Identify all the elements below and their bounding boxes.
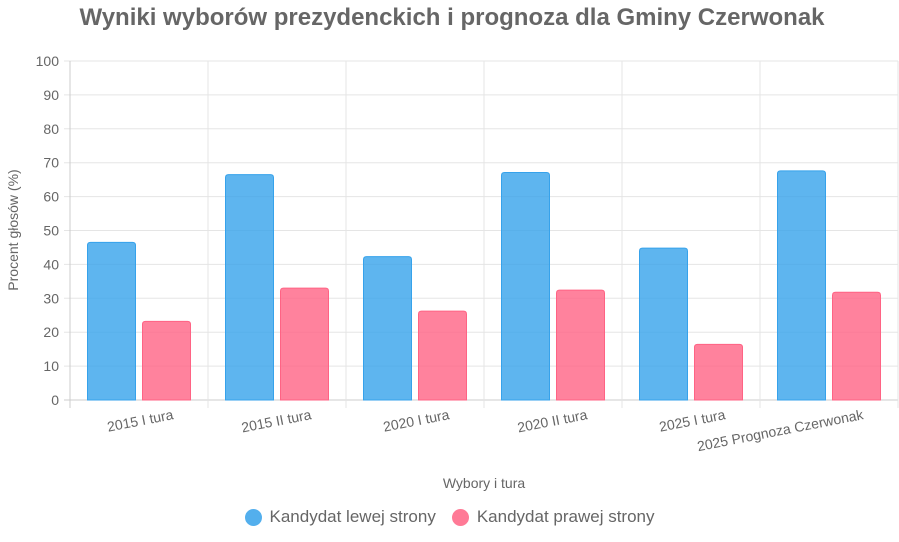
y-axis-ticks: 0 10 20 30 40 50 60 70 80 90 100	[36, 53, 60, 408]
bar-left-2[interactable]	[363, 256, 412, 401]
legend-item-left[interactable]: Kandydat lewej strony	[244, 507, 436, 527]
y-tick-label: 100	[36, 53, 60, 69]
legend: Kandydat lewej strony Kandydat prawej str…	[0, 507, 899, 527]
y-tick-label: 0	[51, 392, 59, 408]
bar-right-3[interactable]	[556, 289, 605, 401]
bar-right-1[interactable]	[280, 287, 329, 401]
bars	[87, 170, 881, 401]
chart-title: Wyniki wyborów prezydenckich i prognoza …	[79, 4, 825, 31]
legend-swatch	[451, 508, 469, 526]
y-tick-label: 30	[43, 290, 59, 306]
x-tick-label: 2015 I tura	[106, 406, 175, 435]
bar-right-4[interactable]	[694, 343, 743, 401]
y-tick-label: 50	[43, 223, 59, 239]
bar-left-1[interactable]	[225, 174, 274, 401]
y-tick-label: 90	[43, 87, 59, 103]
x-axis-ticks: 2015 I tura 2015 II tura 2020 I tura 2020 I…	[106, 406, 866, 454]
grid-lines	[64, 60, 899, 408]
x-tick-label: 2015 II tura	[240, 406, 313, 435]
x-axis-label: Wybory i tura	[443, 475, 526, 491]
legend-swatch	[244, 508, 262, 526]
bar-right-5[interactable]	[832, 291, 881, 401]
bar-left-3[interactable]	[501, 172, 550, 401]
legend-label: Kandydat prawej strony	[476, 507, 655, 526]
y-axis-label: Procent głosów (%)	[5, 169, 21, 290]
legend-label: Kandydat lewej strony	[269, 507, 436, 526]
y-tick-label: 40	[43, 256, 59, 272]
x-tick-label: 2025 I tura	[658, 406, 727, 435]
y-tick-label: 20	[43, 324, 59, 340]
bar-left-5[interactable]	[777, 170, 826, 401]
legend-item-right[interactable]: Kandydat prawej strony	[451, 507, 655, 527]
bar-left-4[interactable]	[639, 247, 688, 401]
x-tick-label: 2020 I tura	[382, 406, 451, 435]
bar-right-0[interactable]	[142, 320, 191, 401]
x-tick-label: 2020 II tura	[516, 406, 589, 435]
y-tick-label: 70	[43, 155, 59, 171]
bar-right-2[interactable]	[418, 310, 467, 401]
y-tick-label: 60	[43, 189, 59, 205]
bar-left-0[interactable]	[87, 241, 136, 401]
y-tick-label: 10	[43, 358, 59, 374]
y-tick-label: 80	[43, 121, 59, 137]
